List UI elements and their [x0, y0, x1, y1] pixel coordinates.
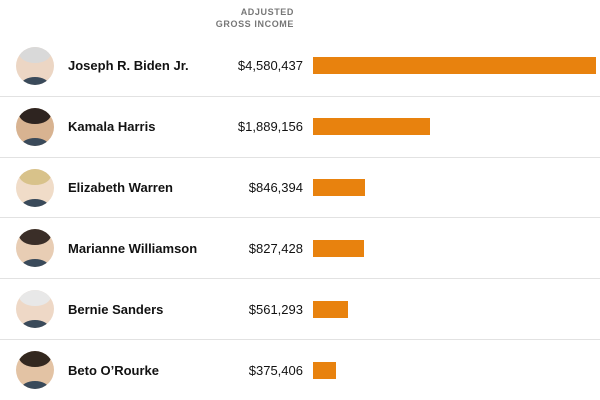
table-row: Elizabeth Warren $846,394 [0, 156, 600, 218]
chart-header: ADJUSTED GROSS INCOME [0, 0, 600, 36]
bar-track [313, 179, 600, 197]
avatar [16, 107, 54, 146]
bar-track [313, 239, 600, 257]
income-value: $561,293 [248, 301, 303, 317]
income-value: $4,580,437 [237, 58, 303, 74]
table-row: Kamala Harris $1,889,156 [0, 95, 600, 157]
avatar [16, 168, 54, 207]
income-value: $827,428 [248, 240, 303, 256]
income-bar [313, 300, 348, 318]
table-row: Beto O’Rourke $375,406 [0, 339, 600, 400]
income-bar [313, 179, 365, 197]
candidate-name: Marianne Williamson [68, 240, 198, 256]
chart-rows: Joseph R. Biden Jr. $4,580,437 Kamala Ha… [0, 36, 600, 400]
avatar [16, 46, 54, 85]
avatar [16, 229, 54, 268]
candidate-name: Kamala Harris [68, 119, 156, 135]
income-bar [313, 361, 336, 379]
income-bar [313, 239, 364, 257]
bar-track [313, 361, 600, 379]
income-value: $846,394 [248, 180, 303, 196]
income-value: $1,889,156 [237, 119, 303, 135]
income-value: $375,406 [248, 362, 303, 378]
column-header-line2: GROSS INCOME [215, 19, 294, 29]
table-row: Joseph R. Biden Jr. $4,580,437 [0, 36, 600, 96]
income-bar [313, 57, 596, 75]
bar-track [313, 300, 600, 318]
income-bar [313, 118, 430, 136]
candidate-name: Elizabeth Warren [68, 180, 173, 196]
candidate-name: Bernie Sanders [68, 301, 164, 317]
table-row: Bernie Sanders $561,293 [0, 278, 600, 339]
candidate-name: Joseph R. Biden Jr. [68, 58, 189, 74]
table-row: Marianne Williamson $827,428 [0, 217, 600, 278]
bar-track [313, 118, 600, 136]
column-header-line1: ADJUSTED [240, 7, 294, 17]
bar-track [313, 57, 600, 75]
candidate-name: Beto O’Rourke [68, 362, 160, 378]
avatar [16, 351, 54, 390]
avatar [16, 290, 54, 329]
